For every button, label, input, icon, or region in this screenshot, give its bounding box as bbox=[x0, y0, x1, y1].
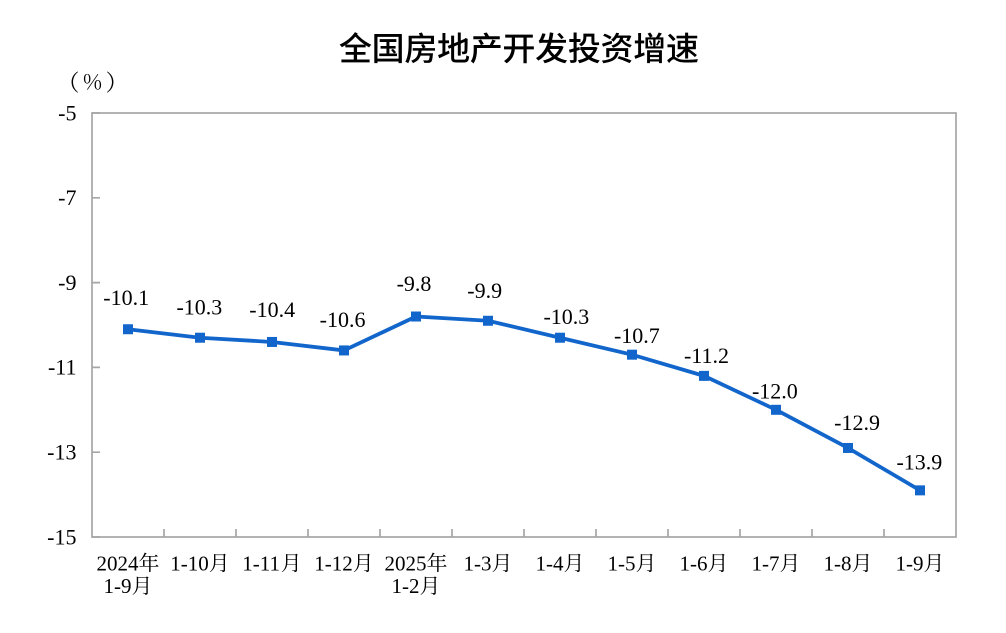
svg-text:-10.3: -10.3 bbox=[543, 304, 589, 329]
svg-text:-10.7: -10.7 bbox=[614, 323, 660, 348]
svg-text:-15: -15 bbox=[47, 524, 76, 549]
svg-text:-9: -9 bbox=[58, 270, 76, 295]
svg-text:1-4: 1-4 bbox=[536, 552, 564, 576]
svg-text:1-3: 1-3 bbox=[464, 552, 492, 576]
svg-text:-5: -5 bbox=[58, 100, 76, 125]
svg-text:-13: -13 bbox=[47, 440, 76, 465]
svg-text:-10.6: -10.6 bbox=[320, 307, 366, 332]
svg-text:1-7: 1-7 bbox=[752, 552, 780, 576]
svg-text:-9.8: -9.8 bbox=[397, 271, 432, 296]
svg-text:1-9: 1-9 bbox=[896, 552, 924, 576]
svg-text:1-5: 1-5 bbox=[608, 552, 636, 576]
svg-text:1-9: 1-9 bbox=[104, 574, 132, 598]
svg-text:1-10: 1-10 bbox=[170, 552, 209, 576]
svg-text:1-11: 1-11 bbox=[242, 552, 280, 576]
svg-text:-12.0: -12.0 bbox=[752, 378, 798, 403]
svg-text:1-2: 1-2 bbox=[392, 574, 420, 598]
svg-text:-10.3: -10.3 bbox=[176, 294, 222, 319]
svg-text:-10.1: -10.1 bbox=[103, 285, 149, 310]
svg-text:-13.9: -13.9 bbox=[896, 449, 942, 474]
svg-text:1-6: 1-6 bbox=[680, 552, 708, 576]
svg-text:1-8: 1-8 bbox=[824, 552, 852, 576]
svg-text:-11: -11 bbox=[48, 355, 77, 380]
svg-text:-7: -7 bbox=[58, 185, 76, 210]
svg-text:-10.4: -10.4 bbox=[249, 297, 295, 322]
svg-text:-12.9: -12.9 bbox=[834, 410, 880, 435]
svg-text:2024: 2024 bbox=[97, 552, 140, 576]
svg-text:-11.2: -11.2 bbox=[684, 343, 729, 368]
svg-text:2025: 2025 bbox=[385, 552, 427, 576]
svg-text:-9.9: -9.9 bbox=[467, 278, 502, 303]
svg-text:1-12: 1-12 bbox=[314, 552, 353, 576]
